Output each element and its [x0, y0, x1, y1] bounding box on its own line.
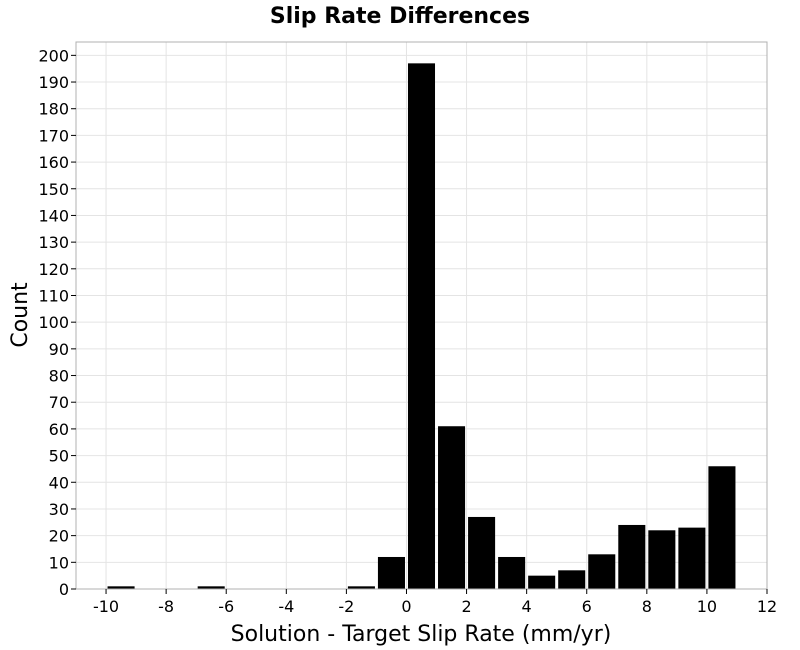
y-tick-label: 20: [49, 527, 69, 546]
y-tick-label: 160: [38, 153, 69, 172]
y-tick-label: 130: [38, 233, 69, 252]
y-tick-label: 140: [38, 206, 69, 225]
y-axis-label: Count: [8, 282, 33, 348]
histogram-bar: [197, 586, 225, 589]
histogram-bar: [708, 466, 736, 589]
x-tick-label: 2: [461, 597, 471, 616]
x-tick-label: -10: [93, 597, 119, 616]
y-tick-label: 50: [49, 447, 69, 466]
x-tick-label: 6: [582, 597, 592, 616]
histogram-bar: [588, 554, 616, 589]
x-tick-label: 10: [697, 597, 717, 616]
x-tick-label: -6: [218, 597, 234, 616]
x-axis-label: Solution - Target Slip Rate (mm/yr): [231, 622, 612, 647]
y-tick-label: 110: [38, 286, 69, 305]
y-tick-label: 70: [49, 393, 69, 412]
y-tick-label: 170: [38, 126, 69, 145]
y-tick-label: 100: [38, 313, 69, 332]
y-tick-label: 90: [49, 340, 69, 359]
histogram-bar: [347, 586, 375, 589]
histogram-bar: [648, 530, 676, 589]
histogram-bar: [678, 527, 706, 589]
y-tick-label: 30: [49, 500, 69, 519]
x-tick-label: -8: [158, 597, 174, 616]
x-tick-label: 0: [401, 597, 411, 616]
x-tick-label: 12: [757, 597, 777, 616]
x-tick-label: 4: [522, 597, 532, 616]
x-tick-label: -4: [278, 597, 294, 616]
histogram-bar: [438, 426, 466, 589]
chart-title: Slip Rate Differences: [270, 4, 530, 29]
histogram-bar: [498, 556, 526, 589]
histogram-bar: [377, 556, 405, 589]
x-axis-ticks: -10 -8 -6 -4 -2 0 2 4 6 8 10 12: [93, 589, 777, 616]
y-tick-label: 190: [38, 73, 69, 92]
histogram-bar: [618, 524, 646, 589]
y-tick-label: 40: [49, 473, 69, 492]
y-tick-label: 180: [38, 100, 69, 119]
histogram-bar: [468, 516, 496, 589]
bars: [107, 63, 736, 590]
histogram-bar: [558, 570, 586, 589]
y-tick-label: 150: [38, 180, 69, 199]
y-tick-label: 0: [59, 580, 69, 599]
y-tick-label: 10: [49, 553, 69, 572]
y-tick-label: 80: [49, 367, 69, 386]
y-tick-label: 200: [38, 46, 69, 65]
y-tick-label: 120: [38, 260, 69, 279]
x-tick-label: 8: [642, 597, 652, 616]
plot-frame: [75, 41, 768, 590]
y-axis-ticks: 0 10 20 30 40 50 60 70 80 90 100 110 120 130 140 150 160…: [38, 46, 76, 599]
histogram-bar: [528, 575, 556, 589]
x-tick-label: -2: [338, 597, 354, 616]
y-tick-label: 60: [49, 420, 69, 439]
histogram-bar: [107, 586, 135, 589]
histogram-bar: [407, 63, 436, 590]
